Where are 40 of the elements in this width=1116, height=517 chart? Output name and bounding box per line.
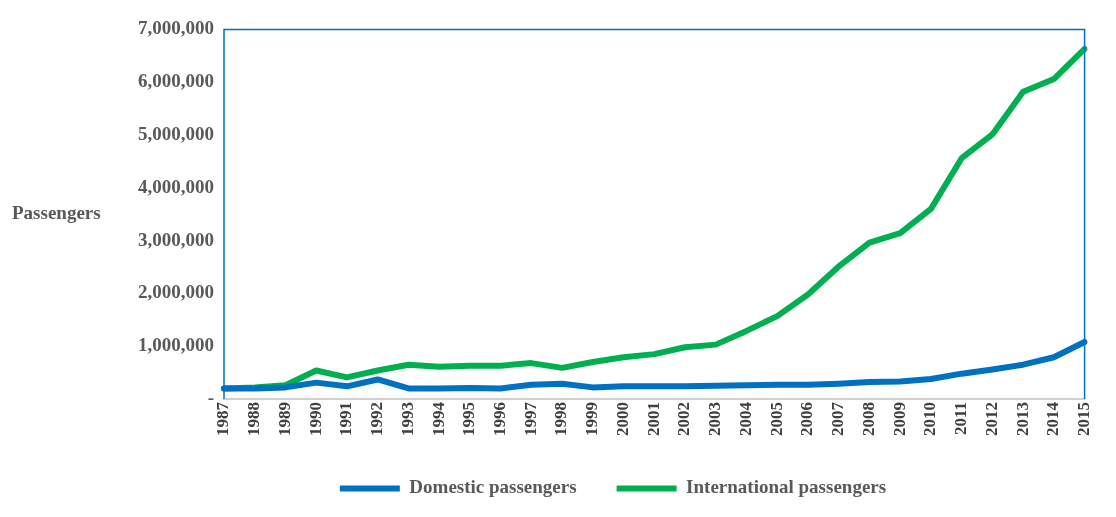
x-tick-label: 2001 xyxy=(643,402,663,436)
x-tick-label: 1994 xyxy=(428,401,448,436)
x-tick-label: 1988 xyxy=(244,402,264,436)
x-tick-label: 1992 xyxy=(367,402,387,436)
x-tick-label: 1999 xyxy=(582,402,602,436)
x-tick-label: 1989 xyxy=(274,402,294,436)
x-tick-label: 1998 xyxy=(551,402,571,436)
legend-label: Domestic passengers xyxy=(409,476,577,498)
x-tick-label: 2007 xyxy=(828,401,848,436)
x-tick-label: 2013 xyxy=(1012,402,1032,436)
y-tick-label: 6,000,000 xyxy=(138,70,214,92)
x-tick-label: 1987 xyxy=(213,401,233,436)
y-tick-label: - xyxy=(207,386,214,408)
x-tick-label: 2000 xyxy=(612,402,632,436)
x-tick-label: 2008 xyxy=(858,402,878,436)
y-tick-label: 5,000,000 xyxy=(138,122,214,144)
x-tick-label: 2015 xyxy=(1073,402,1093,436)
x-tick-label: 2009 xyxy=(889,402,909,436)
x-tick-label: 1995 xyxy=(459,402,479,436)
x-tick-label: 1996 xyxy=(490,402,510,436)
y-tick-label: 7,000,000 xyxy=(138,17,214,39)
y-tick-label: 2,000,000 xyxy=(138,281,214,303)
x-tick-label: 1993 xyxy=(397,402,417,436)
x-tick-label: 1990 xyxy=(305,402,325,436)
x-tick-label: 2011 xyxy=(951,402,971,436)
x-tick-label: 2005 xyxy=(766,402,786,436)
x-tick-label: 2012 xyxy=(981,402,1001,436)
legend-label: International passengers xyxy=(686,476,887,498)
y-tick-label: 3,000,000 xyxy=(138,228,214,250)
x-tick-label: 1991 xyxy=(336,402,356,436)
y-tick-label: 4,000,000 xyxy=(138,175,214,197)
x-tick-label: 2004 xyxy=(735,401,755,436)
x-tick-label: 2010 xyxy=(920,402,940,436)
x-tick-label: 2014 xyxy=(1043,401,1063,436)
x-tick-label: 1997 xyxy=(520,401,540,436)
y-tick-label: 1,000,000 xyxy=(138,334,214,356)
x-tick-label: 2006 xyxy=(797,402,817,436)
x-tick-label: 2002 xyxy=(674,402,694,436)
x-tick-label: 2003 xyxy=(705,402,725,436)
y-axis-title: Passengers xyxy=(12,202,101,224)
